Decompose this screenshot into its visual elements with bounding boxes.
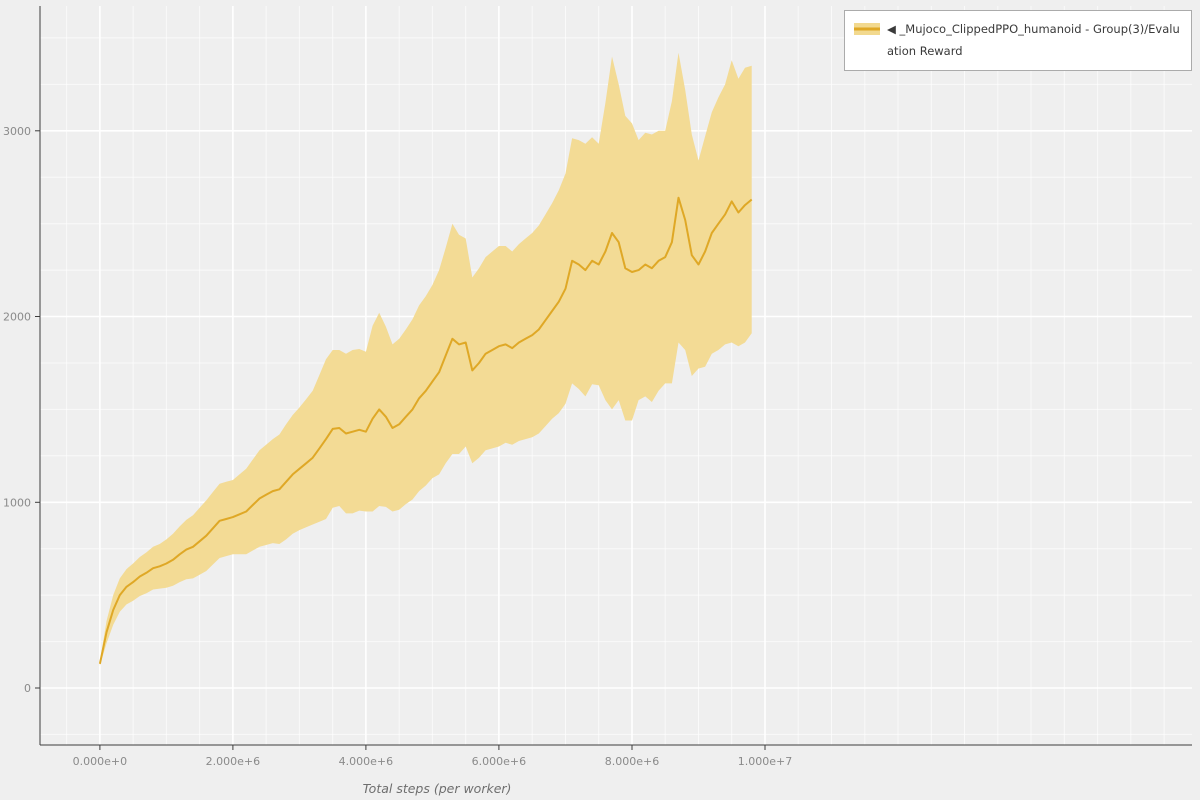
svg-text:0: 0 bbox=[24, 682, 31, 695]
legend-entry: ◀ _Mujoco_ClippedPPO_humanoid - Group(3)… bbox=[887, 18, 1182, 63]
mean-line bbox=[98, 196, 753, 665]
tick-labels: 0.000e+0 2.000e+6 4.000e+6 6.000e+6 8.000e+6… bbox=[3, 125, 792, 768]
svg-text:4.000e+6: 4.000e+6 bbox=[339, 755, 393, 768]
svg-text:3000: 3000 bbox=[3, 125, 31, 138]
series-swatch-icon bbox=[854, 23, 880, 35]
legend[interactable]: ◀ _Mujoco_ClippedPPO_humanoid - Group(3)… bbox=[844, 10, 1192, 71]
svg-text:8.000e+6: 8.000e+6 bbox=[605, 755, 659, 768]
axes bbox=[35, 6, 1192, 750]
confidence-band bbox=[99, 52, 752, 666]
x-axis-title: Total steps (per worker) bbox=[362, 781, 512, 796]
svg-text:6.000e+6: 6.000e+6 bbox=[472, 755, 526, 768]
svg-text:2.000e+6: 2.000e+6 bbox=[206, 755, 260, 768]
svg-text:1000: 1000 bbox=[3, 496, 31, 509]
svg-text:2000: 2000 bbox=[3, 311, 31, 324]
legend-series-label: _Mujoco_ClippedPPO_humanoid - Group(3)/E… bbox=[887, 22, 1180, 59]
svg-text:0.000e+0: 0.000e+0 bbox=[73, 755, 127, 768]
svg-text:1.000e+7: 1.000e+7 bbox=[738, 755, 792, 768]
legend-collapse-icon[interactable]: ◀ bbox=[887, 22, 896, 36]
